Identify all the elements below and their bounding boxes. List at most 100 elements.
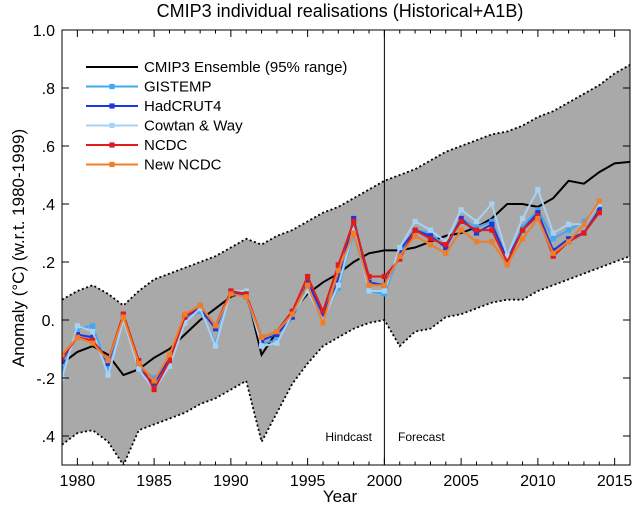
data-point-hadcrut4	[166, 355, 173, 361]
data-point-new-ncdc	[105, 358, 111, 364]
data-point-new-ncdc	[581, 221, 587, 227]
data-point-new-ncdc	[504, 262, 510, 268]
data-point-gistemp	[581, 218, 587, 224]
legend-label: Cowtan & Way	[144, 118, 243, 135]
data-point-hadcrut4	[151, 381, 157, 387]
data-point-cowtan-way	[197, 305, 203, 311]
data-point-ncdc	[62, 355, 65, 361]
legend-label: HadCRUT4	[144, 98, 222, 115]
legend-label: CMIP3 Ensemble (95% range)	[144, 59, 347, 76]
forecast-label: Forecast	[398, 430, 445, 444]
legend-label: NCDC	[144, 137, 187, 154]
series-line-new-ncdc	[62, 200, 601, 382]
y-tick-label: 0.	[42, 313, 55, 330]
data-point-hadcrut4	[212, 326, 219, 332]
data-point-ncdc	[151, 387, 157, 393]
data-point-hadcrut4	[596, 207, 602, 213]
data-point-cowtan-way	[243, 288, 249, 294]
data-point-gistemp	[489, 218, 495, 224]
data-point-new-ncdc	[90, 340, 96, 346]
data-point-cowtan-way	[90, 329, 96, 335]
data-point-cowtan-way	[366, 288, 372, 294]
data-point-hadcrut4	[274, 331, 280, 338]
data-point-cowtan-way	[535, 186, 541, 193]
y-axis-label: Anomaly (°C) (w.r.t. 1980-1999)	[9, 129, 28, 367]
data-point-cowtan-way	[258, 343, 265, 349]
data-point-gistemp	[90, 323, 96, 329]
data-point-cowtan-way	[473, 218, 480, 224]
data-point-ncdc	[458, 218, 464, 224]
data-point-gistemp	[397, 250, 403, 256]
ensemble-mean-layer	[62, 160, 630, 377]
ensemble-mean-line	[62, 160, 630, 377]
legend-swatch-marker	[109, 83, 115, 90]
data-point-cowtan-way	[519, 215, 526, 222]
data-point-gistemp	[335, 285, 341, 291]
y-tick-label: .4	[42, 429, 55, 446]
data-point-gistemp	[427, 230, 434, 236]
data-point-new-ncdc	[182, 311, 188, 317]
data-point-cowtan-way	[550, 230, 556, 236]
y-tick-label: -.2	[36, 371, 55, 388]
data-point-ncdc	[320, 308, 326, 314]
ensemble-range-band	[62, 64, 630, 465]
data-point-new-ncdc	[335, 268, 341, 274]
plot-frame	[61, 29, 631, 466]
data-point-hadcrut4	[320, 311, 326, 317]
legend: CMIP3 Ensemble (95% range) GISTEMP HadCRUT…	[86, 59, 347, 174]
data-point-cowtan-way	[427, 227, 434, 233]
data-point-cowtan-way	[74, 323, 80, 329]
data-point-new-ncdc	[381, 282, 387, 288]
data-point-ncdc	[120, 311, 127, 317]
legend-item-cowtan-way: Cowtan & Way	[86, 118, 243, 135]
data-point-hadcrut4	[489, 221, 495, 227]
data-point-ncdc	[489, 227, 495, 233]
data-point-new-ncdc	[443, 250, 449, 256]
data-point-ncdc	[335, 262, 341, 268]
data-point-gistemp	[381, 291, 387, 297]
data-point-cowtan-way	[182, 320, 188, 326]
data-point-ncdc	[412, 227, 418, 233]
data-point-ncdc	[397, 256, 403, 262]
data-point-ncdc	[351, 218, 357, 224]
data-point-hadcrut4	[458, 215, 464, 222]
data-point-cowtan-way	[381, 288, 387, 294]
data-point-ncdc	[166, 358, 173, 364]
data-point-new-ncdc	[320, 320, 326, 326]
data-point-ncdc	[473, 227, 480, 233]
data-point-ncdc	[228, 288, 234, 294]
legend-item-hadcrut4: HadCRUT4	[86, 98, 222, 115]
data-point-hadcrut4	[550, 247, 556, 253]
data-point-hadcrut4	[74, 331, 80, 338]
data-point-new-ncdc	[305, 282, 311, 288]
x-tick-label: 2010	[520, 473, 556, 490]
ensemble-range-band-layer	[62, 64, 630, 465]
data-point-ncdc	[535, 213, 541, 219]
data-point-new-ncdc	[289, 311, 295, 317]
data-point-new-ncdc	[351, 230, 357, 236]
x-tick-label: 1985	[136, 473, 172, 490]
data-point-new-ncdc	[243, 294, 249, 300]
axes: 1980 1985 1990 1995 2000 2005 2010 2015 .4 -.2 0..…	[33, 23, 633, 490]
legend-swatch-marker	[109, 103, 115, 109]
x-tick-label: 2000	[367, 473, 403, 490]
data-point-cowtan-way	[596, 201, 602, 207]
data-point-new-ncdc	[397, 253, 403, 259]
data-point-gistemp	[197, 308, 203, 314]
hindcast-label: Hindcast	[325, 430, 372, 444]
data-point-hadcrut4	[90, 334, 96, 340]
data-point-new-ncdc	[74, 334, 80, 340]
data-point-cowtan-way	[351, 227, 357, 233]
data-point-new-ncdc	[535, 215, 541, 222]
data-point-cowtan-way	[212, 343, 219, 349]
data-point-cowtan-way	[305, 288, 311, 294]
data-point-cowtan-way	[458, 207, 464, 213]
legend-label: New NCDC	[144, 157, 222, 174]
y-tick-label: .2	[42, 255, 55, 272]
y-tick-label: .8	[42, 81, 55, 98]
data-point-new-ncdc	[458, 227, 464, 233]
data-point-ncdc	[550, 253, 556, 259]
data-point-gistemp	[535, 207, 541, 213]
data-point-new-ncdc	[489, 239, 495, 245]
data-point-gistemp	[305, 285, 311, 291]
